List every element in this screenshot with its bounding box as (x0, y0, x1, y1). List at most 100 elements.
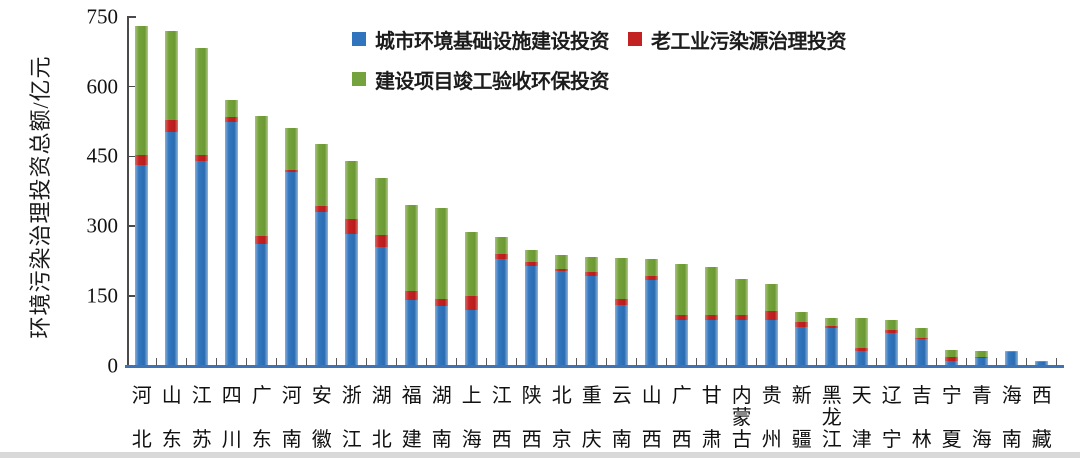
x-label-char: 海 (1001, 385, 1022, 407)
stacked-bar (465, 232, 479, 366)
x-label-char: 古 (731, 429, 752, 451)
x-axis-tick (725, 357, 728, 366)
x-axis-tick (995, 357, 998, 366)
stacked-bar (525, 250, 539, 366)
stacked-bar (375, 177, 389, 366)
x-category-label: 江西 (491, 386, 513, 450)
bar-segment-建设项目竣工验收环保投资 (345, 161, 359, 219)
bar-segment-城市环境基础设施建设投资 (915, 339, 929, 366)
bar-segment-城市环境基础设施建设投资 (645, 280, 659, 366)
y-axis-tick (127, 225, 136, 227)
bar-segment-建设项目竣工验收环保投资 (435, 208, 449, 299)
bar-segment-建设项目竣工验收环保投资 (735, 278, 749, 315)
x-axis-tick (965, 357, 968, 366)
bar-segment-老工业污染源治理投资 (465, 296, 479, 310)
stacked-bar (855, 318, 869, 366)
bar-segment-老工业污染源治理投资 (525, 261, 539, 266)
stacked-bar (135, 25, 149, 366)
x-label-char: 西 (521, 429, 542, 451)
bar-segment-建设项目竣工验收环保投资 (195, 48, 209, 155)
x-label-char: 贵 (761, 385, 782, 407)
bar-segment-老工业污染源治理投资 (435, 298, 449, 306)
bar-segment-建设项目竣工验收环保投资 (495, 236, 509, 255)
x-axis-tick (605, 357, 608, 366)
bar-segment-城市环境基础设施建设投资 (405, 299, 419, 366)
x-category-label: 陕西 (521, 386, 543, 450)
stacked-bar (225, 99, 239, 366)
legend-item-old-industry: 老工业污染源治理投资 (628, 29, 847, 53)
bar-segment-老工业污染源治理投资 (495, 254, 509, 259)
x-label-char: 蒙 (731, 407, 752, 429)
x-category-label: 重庆 (581, 386, 603, 450)
legend-label-old-industry: 老工业污染源治理投资 (651, 30, 847, 53)
x-label-char: 宁 (941, 385, 962, 407)
x-label-char: 湖 (431, 385, 452, 407)
x-label-char: 西 (1031, 385, 1052, 407)
bar-segment-老工业污染源治理投资 (675, 315, 689, 321)
x-label-char: 林 (911, 429, 932, 451)
bar-segment-城市环境基础设施建设投资 (525, 265, 539, 366)
stacked-bar (915, 327, 929, 366)
bar-segment-建设项目竣工验收环保投资 (675, 263, 689, 316)
x-category-label: 浙江 (341, 386, 363, 450)
x-label-char: 河 (131, 385, 152, 407)
x-label-char: 江 (341, 429, 362, 451)
x-label-char: 辽 (881, 385, 902, 407)
x-axis-tick (185, 357, 188, 366)
x-label-char: 州 (761, 429, 782, 451)
bar-segment-城市环境基础设施建设投资 (465, 309, 479, 366)
stacked-bar (405, 205, 419, 366)
x-category-label: 海南 (1001, 386, 1023, 450)
x-label-char: 疆 (791, 429, 812, 451)
x-category-label: 北京 (551, 386, 573, 450)
x-label-char: 京 (551, 429, 572, 451)
bar-segment-建设项目竣工验收环保投资 (315, 143, 329, 206)
stacked-bar (315, 143, 329, 366)
stacked-bar (1005, 351, 1019, 366)
x-label-char: 北 (131, 429, 152, 451)
x-label-char: 内 (731, 385, 752, 407)
y-tick-label: 750 (86, 4, 119, 29)
x-axis-tick (245, 357, 248, 366)
x-label-char: 陕 (521, 385, 542, 407)
bar-segment-老工业污染源治理投资 (315, 205, 329, 213)
bar-segment-老工业污染源治理投资 (945, 357, 959, 362)
x-category-label: 河北 (131, 386, 153, 450)
x-label-char: 建 (401, 429, 422, 451)
bar-segment-建设项目竣工验收环保投资 (225, 99, 239, 118)
bar-segment-建设项目竣工验收环保投资 (915, 327, 929, 338)
x-axis-tick (905, 357, 908, 366)
bar-segment-城市环境基础设施建设投资 (375, 246, 389, 366)
x-axis-tick (275, 357, 278, 366)
bar-segment-城市环境基础设施建设投资 (765, 319, 779, 366)
x-category-label: 吉林 (911, 386, 933, 450)
bar-segment-建设项目竣工验收环保投资 (285, 127, 299, 170)
bar-segment-城市环境基础设施建设投资 (435, 305, 449, 366)
bar-segment-城市环境基础设施建设投资 (315, 212, 329, 366)
stacked-bar (885, 320, 899, 366)
y-tick-label: 450 (86, 143, 119, 168)
x-label-char: 东 (161, 429, 182, 451)
stacked-bar (285, 127, 299, 366)
x-axis-tick (425, 357, 428, 366)
x-axis-tick (665, 357, 668, 366)
x-axis-tick (695, 357, 698, 366)
bar-segment-建设项目竣工验收环保投资 (255, 115, 269, 237)
y-tick-label: 0 (107, 353, 119, 377)
x-label-char: 江 (491, 385, 512, 407)
bar-segment-老工业污染源治理投资 (885, 330, 899, 333)
bar-segment-城市环境基础设施建设投资 (255, 243, 269, 366)
x-label-char: 西 (641, 429, 662, 451)
x-label-char: 上 (461, 385, 482, 407)
x-label-char: 苏 (191, 429, 212, 451)
bar-segment-建设项目竣工验收环保投资 (765, 283, 779, 311)
bar-segment-老工业污染源治理投资 (975, 356, 989, 358)
x-category-label: 天津 (851, 386, 873, 450)
x-label-char: 吉 (911, 385, 932, 407)
x-label-char: 龙 (821, 407, 842, 429)
bar-segment-城市环境基础设施建设投资 (585, 276, 599, 366)
bar-segment-城市环境基础设施建设投资 (675, 320, 689, 366)
y-tick-label: 300 (86, 213, 119, 238)
legend-label-construction-acceptance: 建设项目竣工验收环保投资 (375, 70, 610, 93)
